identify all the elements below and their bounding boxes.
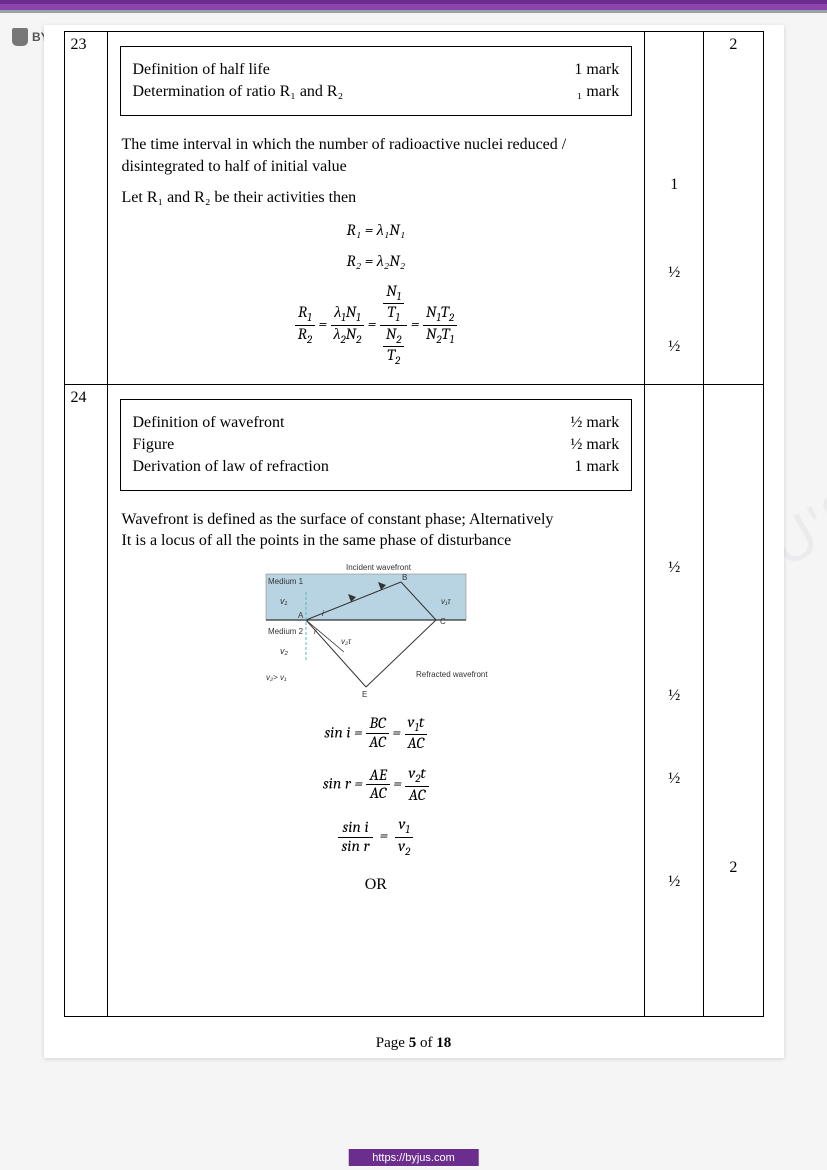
shield-icon bbox=[12, 28, 28, 46]
svg-text:v₂τ: v₂τ bbox=[341, 637, 352, 646]
q23-marks-col: 1 ½ ½ bbox=[645, 32, 704, 385]
scheme-marks: ½ mark bbox=[570, 414, 619, 432]
header-bars bbox=[0, 0, 827, 13]
scheme-marks: 1 mark bbox=[574, 61, 619, 79]
q23-answer: Definition of half life 1 mark Determina… bbox=[107, 32, 645, 385]
mark: ½ bbox=[651, 687, 697, 705]
q23-para1: The time interval in which the number of… bbox=[122, 134, 631, 177]
svg-text:i: i bbox=[322, 609, 324, 618]
q24-total: 2 bbox=[704, 384, 763, 1016]
q24-answer: Definition of wavefront ½ mark Figure ½ … bbox=[107, 384, 645, 1016]
svg-text:Medium 1: Medium 1 bbox=[268, 577, 304, 586]
svg-text:E: E bbox=[362, 690, 367, 699]
scheme-marks: 1 mark bbox=[574, 458, 619, 476]
q23-eq1: R₁ = λ₁N₁ bbox=[114, 221, 639, 240]
svg-text:v₂: v₂ bbox=[280, 646, 289, 656]
page-content: 23 Definition of half life 1 mark Determ… bbox=[44, 25, 784, 1058]
mark: ½ bbox=[651, 770, 697, 788]
svg-text:v₂> v₁: v₂> v₁ bbox=[266, 673, 287, 682]
svg-text:r: r bbox=[314, 627, 317, 636]
svg-text:Medium 2: Medium 2 bbox=[268, 627, 304, 636]
mark: ½ bbox=[651, 559, 697, 577]
svg-text:v₁: v₁ bbox=[280, 596, 288, 606]
svg-text:A: A bbox=[298, 611, 304, 620]
refraction-diagram: Incident wavefront Refracted wavefront M… bbox=[236, 562, 516, 702]
or-separator: OR bbox=[114, 876, 639, 894]
footer-url[interactable]: https://byjus.com bbox=[348, 1149, 479, 1166]
svg-text:B: B bbox=[402, 573, 407, 582]
q24-marks-col: ½ ½ ½ ½ bbox=[645, 384, 704, 1016]
scheme-label: Definition of wavefront bbox=[133, 414, 285, 432]
scheme-label: Determination of ratio R₁ and R₂ bbox=[133, 83, 344, 101]
mark: ½ bbox=[651, 873, 697, 891]
svg-text:v₁τ: v₁τ bbox=[441, 597, 452, 606]
q24-scheme-box: Definition of wavefront ½ mark Figure ½ … bbox=[120, 399, 633, 491]
q24-number: 24 bbox=[64, 384, 107, 1016]
q23-para2: Let R₁ and R₂ be their activities then bbox=[122, 187, 631, 209]
mark: ½ bbox=[651, 338, 697, 356]
svg-text:Incident wavefront: Incident wavefront bbox=[346, 563, 412, 572]
q24-eq1: sin i = BCAC = v1tAC bbox=[114, 714, 639, 753]
scheme-marks: ½ mark bbox=[570, 436, 619, 454]
answer-table: 23 Definition of half life 1 mark Determ… bbox=[64, 31, 764, 1017]
scheme-label: Figure bbox=[133, 436, 175, 454]
q23-scheme-box: Definition of half life 1 mark Determina… bbox=[120, 46, 633, 116]
q23-total: 2 bbox=[704, 32, 763, 385]
mark: 1 bbox=[651, 176, 697, 194]
scheme-marks: ₁ mark bbox=[577, 83, 619, 101]
q23-eq3: R1R2 = λ1N1λ2N2 = N1T1 N2T2 = N1T2N2T1 bbox=[114, 283, 639, 368]
svg-text:Refracted wavefront: Refracted wavefront bbox=[416, 670, 488, 679]
scheme-label: Derivation of law of refraction bbox=[133, 458, 329, 476]
q23-number: 23 bbox=[64, 32, 107, 385]
page-number: Page 5 of 18 bbox=[44, 1035, 784, 1052]
svg-text:C: C bbox=[440, 617, 446, 626]
q24-para1: Wavefront is defined as the surface of c… bbox=[122, 509, 631, 531]
q23-eq2: R₂ = λ₂N₂ bbox=[114, 252, 639, 271]
q24-eq3: sin isin r = v1v2 bbox=[114, 816, 639, 858]
mark: ½ bbox=[651, 264, 697, 282]
q24-para2: It is a locus of all the points in the s… bbox=[122, 530, 631, 552]
q24-eq2: sin r = AEAC = v2tAC bbox=[114, 765, 639, 804]
scheme-label: Definition of half life bbox=[133, 61, 270, 79]
